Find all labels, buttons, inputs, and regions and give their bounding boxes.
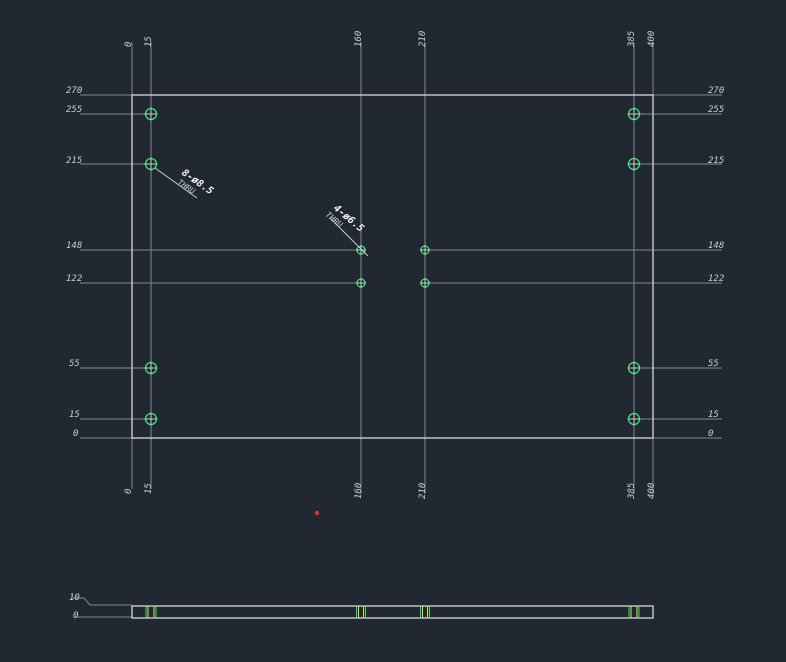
x-ordinate-label-top: 210: [418, 31, 428, 47]
hole-6.5-thru[interactable]: [420, 278, 430, 288]
x-ordinate-label-top: 400: [647, 31, 657, 47]
x-ordinate-label-bottom: 15: [144, 483, 154, 494]
y-ordinate-label-right: 255: [708, 105, 724, 115]
y-ordinate-label-left: 255: [66, 105, 82, 115]
x-ordinate-label-bottom: 400: [647, 483, 657, 499]
hole-8.5-thru[interactable]: [144, 157, 158, 171]
y-ordinate-label-left: 122: [66, 274, 82, 284]
red-marker-point: [314, 510, 320, 516]
side-view-hole-lines: [145, 606, 640, 618]
hole-note-leader: [329, 217, 369, 257]
y-ordinate-label-left: 148: [66, 241, 82, 251]
top-x-ordinate-labels: 0 15 160 210 385 400: [124, 31, 657, 48]
x-ordinate-label-top: 15: [144, 36, 154, 47]
y-ordinate-label-right: 55: [708, 359, 719, 369]
y-ordinate-label-right: 0: [708, 429, 713, 439]
x-ordinate-label-bottom: 385: [627, 483, 637, 500]
hole-8.5-thru[interactable]: [627, 361, 641, 375]
hole-6.5-thru[interactable]: [356, 278, 366, 288]
hole-note-leader: [154, 167, 198, 199]
hole-8.5-thru[interactable]: [144, 361, 158, 375]
hole-8.5-thru[interactable]: [627, 412, 641, 426]
right-y-ordinate-labels: 270 255 215 148 122 55 15 0: [708, 86, 724, 439]
plate-outline-top-view: [131, 94, 654, 439]
y-ordinate-label-right: 122: [708, 274, 724, 284]
x-ordinate-label-top: 385: [627, 31, 637, 48]
side-leader-line: [72, 597, 132, 606]
y-ordinate-label-right: 148: [708, 241, 724, 251]
bottom-x-ordinate-labels: 0 15 160 210 385 400: [124, 483, 657, 500]
x-ordinate-label-bottom: 160: [354, 483, 364, 499]
ordinate-extension-lines: [72, 42, 722, 618]
y-ordinate-label-left: 215: [66, 156, 82, 166]
hole-8.5-thru[interactable]: [144, 412, 158, 426]
hole-6.5-thru[interactable]: [356, 245, 366, 255]
y-ordinate-label-right: 15: [708, 410, 719, 420]
y-ordinate-label-left: 55: [69, 359, 80, 369]
hole-note-large[interactable]: 8-ø8.5 THRU: [154, 167, 215, 204]
x-ordinate-label-bottom: 0: [124, 489, 134, 494]
x-ordinate-label-top: 0: [124, 42, 134, 47]
side-ordinate-label: 0: [73, 611, 78, 621]
side-view-ordinate-labels: 10 0: [69, 593, 80, 621]
x-ordinate-label-bottom: 210: [418, 483, 428, 499]
y-ordinate-label-right: 270: [708, 86, 724, 96]
part-outlines: [131, 94, 654, 619]
hole-circles[interactable]: [144, 107, 641, 426]
y-ordinate-label-left: 0: [73, 429, 78, 439]
y-ordinate-label-left: 15: [69, 410, 80, 420]
hole-6.5-thru[interactable]: [420, 245, 430, 255]
y-ordinate-label-right: 215: [708, 156, 724, 166]
hole-8.5-thru[interactable]: [627, 157, 641, 171]
side-ordinate-label: 10: [69, 593, 80, 603]
x-ordinate-label-top: 160: [354, 31, 364, 47]
hole-8.5-thru[interactable]: [144, 107, 158, 121]
hole-8.5-thru[interactable]: [627, 107, 641, 121]
y-ordinate-label-left: 270: [66, 86, 82, 96]
left-y-ordinate-labels: 270 255 215 148 122 55 15 0: [66, 86, 82, 439]
plate-outline-side-view: [131, 605, 654, 619]
